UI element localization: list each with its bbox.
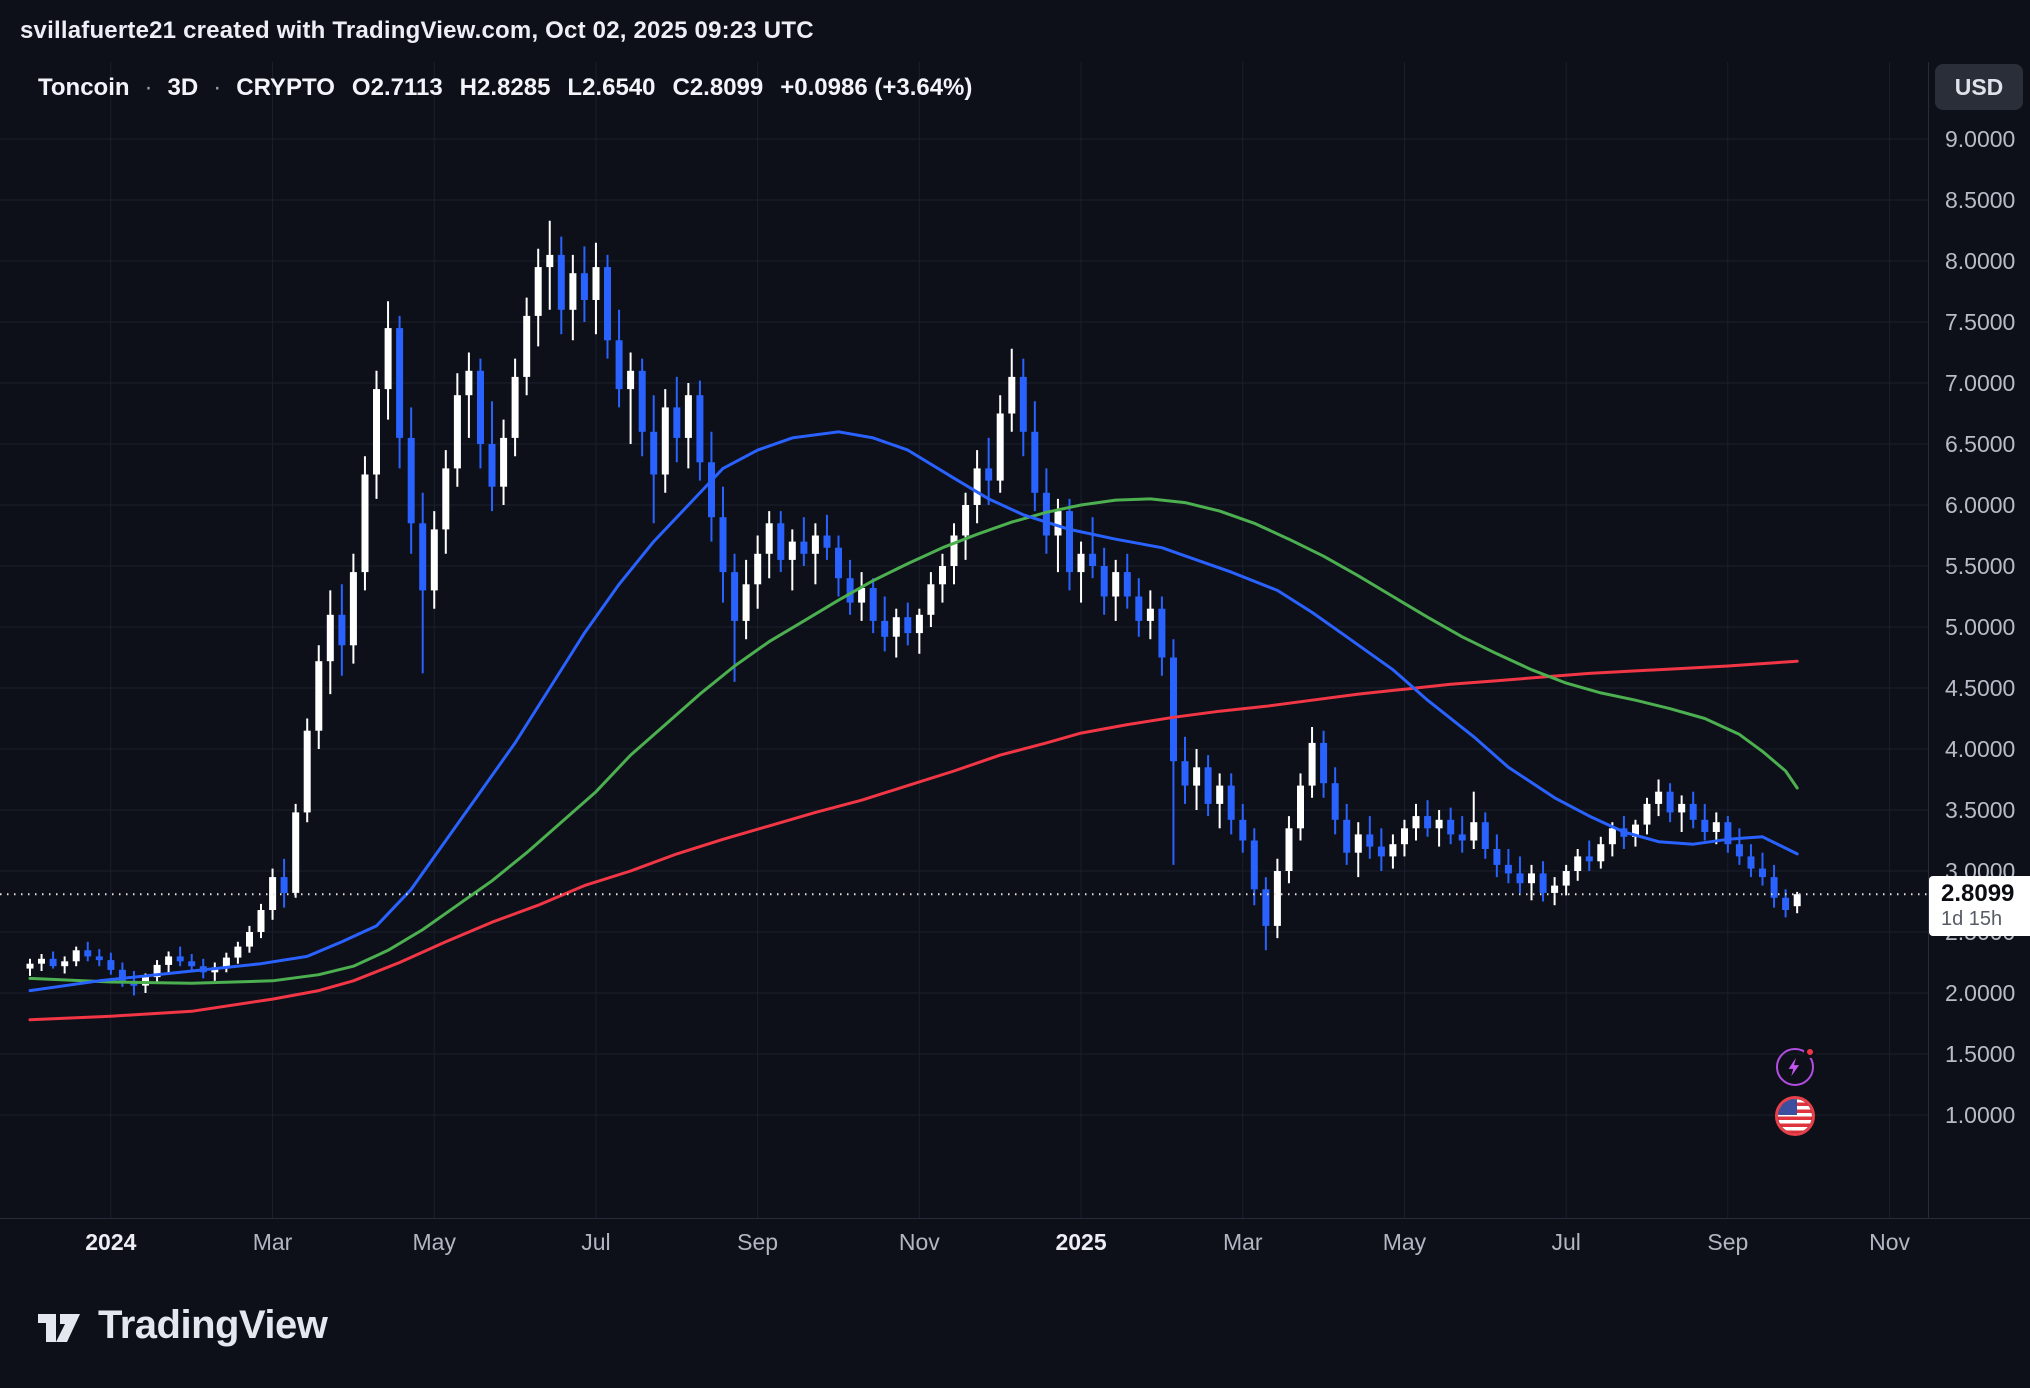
market-label: CRYPTO xyxy=(236,74,335,101)
price-tick: 9.0000 xyxy=(1945,126,2016,152)
interval-label[interactable]: 3D xyxy=(167,74,199,101)
current-price-label: 2.8099 1d 15h xyxy=(1929,876,2030,937)
bar-countdown: 1d 15h xyxy=(1941,908,2003,931)
time-tick: Nov xyxy=(898,1229,940,1255)
time-axis[interactable]: 2024 Mar May Jul Sep Nov 2025 Mar May Jul Sep Nov xyxy=(0,1218,2030,1268)
price-tick: 6.0000 xyxy=(1945,492,2016,518)
price-tick: 6.5000 xyxy=(1945,431,2016,457)
price-tick: 7.0000 xyxy=(1945,370,2016,396)
price-tick: 5.0000 xyxy=(1945,614,2016,640)
price-tick: 4.5000 xyxy=(1945,675,2016,701)
price-tick: 5.5000 xyxy=(1945,553,2016,579)
legend-separator: · xyxy=(213,74,222,101)
flag-canton xyxy=(1778,1099,1797,1115)
time-tick: Jul xyxy=(1551,1229,1581,1255)
price-tick: 8.0000 xyxy=(1945,248,2016,274)
close-value: C2.8099 xyxy=(672,74,764,101)
symbol-legend: Toncoin · 3D · CRYPTO O2.7113 H2.8285 L2… xyxy=(38,74,972,102)
time-tick: Mar xyxy=(252,1229,293,1255)
time-tick: May xyxy=(1382,1229,1427,1255)
price-axis[interactable]: USD 9.0000 8.5000 8.0000 7.5000 7.0000 6.5000… xyxy=(1928,0,2030,1388)
symbol-name[interactable]: Toncoin xyxy=(38,74,130,101)
tradingview-logo-icon xyxy=(38,1314,80,1342)
ma-line xyxy=(28,497,1799,985)
grid-lines xyxy=(0,62,1928,1218)
time-tick: May xyxy=(412,1229,456,1255)
time-tick: Nov xyxy=(1869,1229,1910,1255)
ma-line xyxy=(28,659,1799,1022)
change-value: +0.0986 (+3.64%) xyxy=(780,74,973,101)
time-tick: 2025 xyxy=(1055,1229,1107,1255)
open-value: O2.7113 xyxy=(351,74,443,101)
lightning-icon xyxy=(1788,1057,1800,1077)
us-flag-icon xyxy=(1778,1099,1812,1133)
price-tick: 7.5000 xyxy=(1945,309,2016,335)
notification-dot xyxy=(1804,1046,1816,1058)
price-tick: 8.5000 xyxy=(1945,187,2016,213)
ma-line xyxy=(28,430,1799,993)
flash-event-icon[interactable] xyxy=(1776,1046,1816,1086)
price-tick: 2.0000 xyxy=(1945,980,2016,1006)
legend-separator: · xyxy=(144,74,153,101)
us-economic-event-icon[interactable] xyxy=(1775,1096,1815,1136)
price-tick: 1.5000 xyxy=(1945,1041,2016,1067)
current-price-value: 2.8099 xyxy=(1941,880,2015,908)
candlestick-series xyxy=(26,220,1801,996)
tradingview-wordmark: TradingView xyxy=(98,1302,328,1347)
price-tick: 3.5000 xyxy=(1945,797,2016,823)
high-value: H2.8285 xyxy=(459,74,551,101)
time-tick: Mar xyxy=(1222,1229,1263,1255)
attribution-bar: svillafuerte21 created with TradingView.… xyxy=(0,0,2030,62)
attribution-text: svillafuerte21 created with TradingView.… xyxy=(20,17,814,44)
low-value: L2.6540 xyxy=(567,74,656,101)
time-tick: Sep xyxy=(1707,1229,1749,1255)
time-tick: 2024 xyxy=(85,1229,137,1255)
time-tick: Jul xyxy=(581,1229,611,1255)
price-tick: 1.0000 xyxy=(1945,1102,2016,1128)
tradingview-logo[interactable]: TradingView xyxy=(36,1302,328,1348)
price-tick: 4.0000 xyxy=(1945,736,2016,762)
time-tick: Sep xyxy=(737,1229,779,1255)
currency-button[interactable]: USD xyxy=(1935,64,2023,110)
